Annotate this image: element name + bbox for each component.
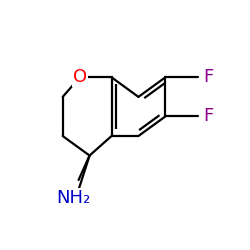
- Text: F: F: [203, 68, 214, 86]
- Text: O: O: [73, 68, 87, 86]
- Text: F: F: [203, 108, 214, 126]
- Text: NH₂: NH₂: [56, 189, 91, 207]
